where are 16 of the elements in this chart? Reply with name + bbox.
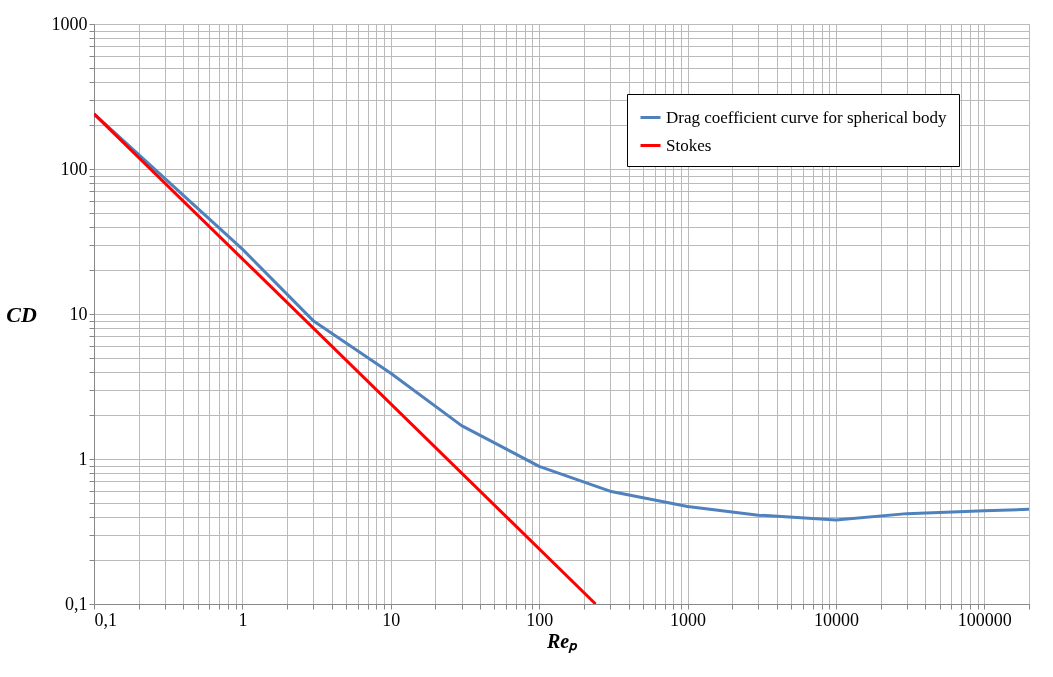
x-tick-label: 100000 bbox=[957, 609, 1012, 630]
y-axis-title: CD bbox=[6, 301, 37, 327]
x-axis-title: Reₚ bbox=[545, 629, 579, 654]
y-tick-label: 10 bbox=[69, 303, 88, 324]
x-tick-label: 100 bbox=[526, 609, 554, 630]
x-tick-label: 10 bbox=[382, 609, 401, 630]
x-tick-label: 1000 bbox=[670, 609, 707, 630]
x-tick-label: 0,1 bbox=[94, 609, 117, 630]
x-tick-label: 1 bbox=[238, 609, 248, 630]
y-tick-label: 0,1 bbox=[65, 593, 88, 614]
legend-label: Stokes bbox=[666, 135, 712, 155]
y-tick-label: 1 bbox=[78, 448, 88, 469]
y-tick-label: 100 bbox=[60, 158, 88, 179]
legend-label: Drag coefficient curve for spherical body bbox=[666, 107, 948, 127]
y-tick-label: 1000 bbox=[51, 13, 88, 34]
x-tick-label: 10000 bbox=[813, 609, 859, 630]
